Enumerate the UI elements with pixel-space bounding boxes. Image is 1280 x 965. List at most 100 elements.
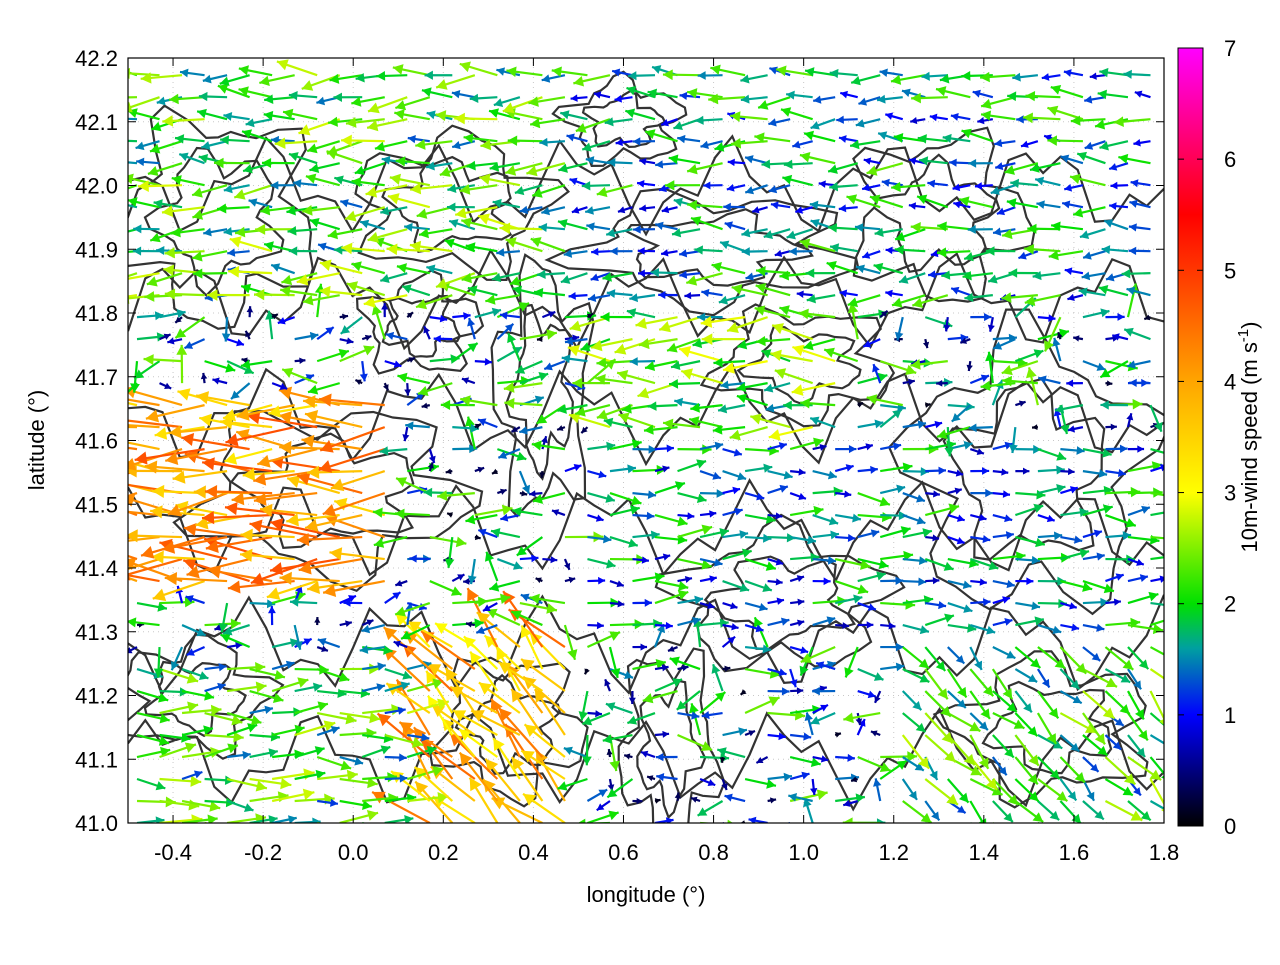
wind-vector (297, 273, 340, 285)
wind-vector (903, 779, 917, 800)
wind-vector (1060, 735, 1079, 751)
wind-vector (903, 691, 922, 710)
wind-vector (160, 776, 202, 787)
wind-vector (205, 823, 245, 835)
wind-vector (993, 580, 1015, 588)
y-tick-label: 41.4 (75, 556, 118, 581)
wind-vector (317, 770, 358, 781)
wind-vector (790, 599, 804, 606)
wind-vector (970, 779, 1002, 795)
wind-vector (970, 823, 993, 842)
wind-vector (723, 823, 736, 829)
wind-vector (223, 625, 250, 635)
wind-vector (858, 669, 884, 681)
wind-vector (790, 553, 819, 562)
wind-vector (295, 357, 306, 364)
wind-vector (993, 490, 1010, 498)
wind-vector (684, 292, 700, 299)
wind-vector (601, 312, 633, 322)
wind-vector (1038, 449, 1066, 461)
wind-vector (341, 135, 385, 147)
wind-vector (813, 515, 838, 525)
wind-vector (587, 790, 607, 801)
wind-vector (700, 575, 717, 582)
wind-vector (246, 118, 273, 127)
wind-vector (1114, 116, 1151, 127)
wind-vector (362, 745, 390, 757)
wind-vector (597, 801, 610, 810)
wind-vector (573, 75, 610, 86)
wind-vector (661, 249, 677, 256)
wind-vector (948, 603, 973, 613)
wind-vector (1150, 449, 1179, 459)
wind-vector (902, 89, 925, 98)
wind-vector (885, 290, 902, 298)
wind-vector (637, 180, 655, 188)
wind-vector (648, 401, 678, 411)
y-tick-label: 42.0 (75, 174, 118, 199)
wind-vector (970, 313, 991, 321)
wind-vector (1105, 757, 1135, 784)
colorbar-tick-label: 7 (1224, 36, 1236, 61)
wind-vector (1012, 73, 1038, 82)
wind-vector (975, 182, 993, 190)
x-tick-label: 1.4 (969, 840, 1000, 865)
wind-vector (862, 251, 880, 259)
wind-vector (768, 118, 790, 126)
y-tick-label: 41.5 (75, 492, 118, 517)
wind-vector (835, 514, 861, 523)
x-tick-label: 1.8 (1149, 840, 1180, 865)
wind-vector (536, 578, 543, 584)
wind-vector (262, 158, 295, 168)
wind-vector (467, 318, 475, 339)
wind-vector (641, 751, 655, 758)
wind-vector (565, 577, 575, 583)
wind-vector (207, 289, 250, 301)
wind-vector (1128, 506, 1150, 515)
wind-vector (1104, 219, 1128, 229)
wind-vector (792, 141, 812, 149)
y-tick-label: 41.1 (75, 747, 118, 772)
wind-vector (669, 379, 700, 389)
wind-vector (903, 444, 939, 454)
wind-vector (478, 418, 497, 427)
wind-vector (422, 87, 452, 97)
wind-vector (725, 794, 746, 802)
wind-vector (310, 218, 340, 229)
y-tick-label: 41.6 (75, 429, 118, 454)
wind-vector (199, 92, 227, 101)
colorbar-tick-label: 3 (1224, 481, 1236, 506)
wind-vector (856, 119, 880, 128)
wind-vector (1105, 573, 1123, 581)
colorbar-label: 10m-wind speed (m s-1) (1235, 322, 1262, 553)
wind-vector (1105, 823, 1132, 847)
wind-vector (993, 468, 1008, 475)
wind-vector (948, 647, 964, 663)
wind-vector (880, 361, 916, 375)
wind-vector (698, 801, 723, 816)
wind-vector (790, 506, 823, 516)
contour-line (357, 271, 483, 374)
wind-vector (925, 577, 939, 584)
wind-vector (295, 818, 321, 827)
wind-vector (227, 682, 266, 693)
wind-vector (970, 467, 989, 475)
wind-vector (1060, 801, 1081, 824)
wind-vector (903, 647, 929, 668)
wind-vector (133, 247, 160, 256)
wind-vector (1128, 624, 1163, 634)
wind-vector (1077, 152, 1105, 163)
wind-vector (408, 135, 430, 143)
wind-vector (910, 117, 925, 124)
wind-vector (712, 262, 746, 273)
wind-vector (790, 493, 806, 500)
wind-vector (137, 816, 164, 825)
wind-vector (465, 515, 497, 525)
y-axis-label: latitude (°) (24, 390, 49, 491)
wind-vector (880, 622, 895, 629)
contour-line (356, 126, 569, 280)
wind-vector (197, 109, 227, 119)
wind-vector (452, 312, 470, 320)
wind-vector (700, 489, 725, 498)
wind-vector (835, 581, 868, 594)
